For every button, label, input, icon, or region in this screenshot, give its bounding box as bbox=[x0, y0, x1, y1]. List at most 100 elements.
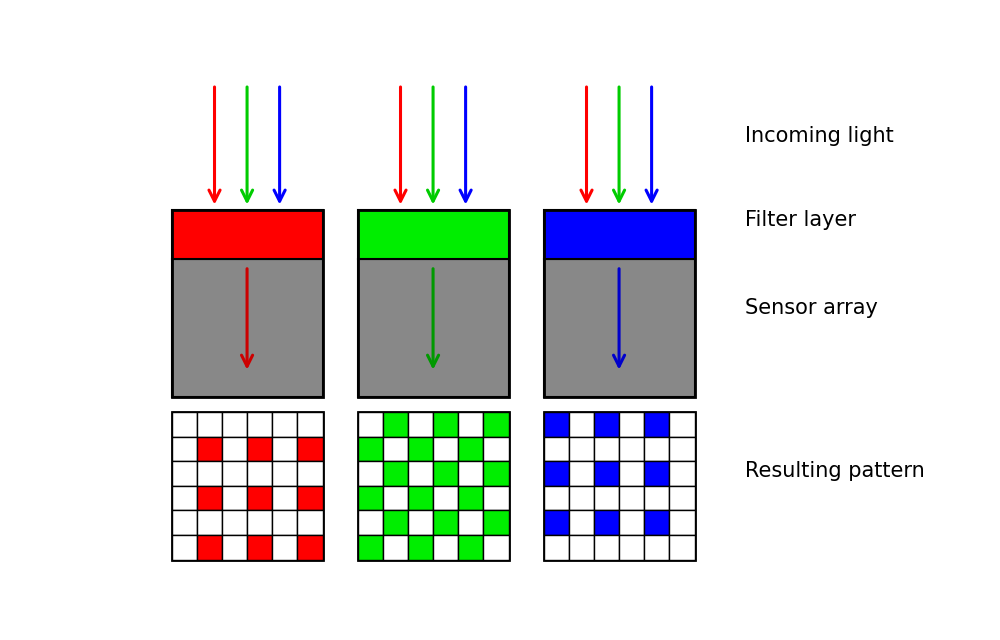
Bar bbox=[544, 436, 569, 461]
Bar bbox=[619, 486, 644, 511]
Bar bbox=[222, 412, 247, 436]
Bar bbox=[297, 461, 323, 486]
Bar bbox=[544, 259, 695, 397]
Bar bbox=[544, 461, 569, 486]
Bar bbox=[383, 511, 408, 535]
Bar bbox=[644, 461, 669, 486]
Bar bbox=[172, 511, 197, 535]
Bar bbox=[172, 210, 323, 259]
Bar bbox=[197, 412, 222, 436]
Bar bbox=[172, 412, 323, 560]
Bar bbox=[358, 486, 383, 511]
Bar bbox=[594, 535, 619, 560]
Bar bbox=[222, 461, 247, 486]
Bar bbox=[408, 412, 433, 436]
Bar bbox=[172, 436, 197, 461]
Bar bbox=[358, 436, 383, 461]
Bar bbox=[458, 412, 483, 436]
Bar bbox=[272, 461, 297, 486]
Bar bbox=[544, 210, 695, 259]
Bar bbox=[172, 210, 323, 397]
Bar bbox=[408, 486, 433, 511]
Bar bbox=[247, 461, 272, 486]
Bar bbox=[669, 461, 695, 486]
Bar bbox=[644, 511, 669, 535]
Bar bbox=[669, 535, 695, 560]
Bar bbox=[172, 412, 197, 436]
Bar bbox=[358, 511, 383, 535]
Bar bbox=[272, 535, 297, 560]
Bar bbox=[197, 486, 222, 511]
Bar bbox=[272, 412, 297, 436]
Bar bbox=[669, 486, 695, 511]
Bar bbox=[569, 511, 594, 535]
Bar bbox=[433, 511, 458, 535]
Bar bbox=[172, 461, 197, 486]
Bar bbox=[358, 210, 509, 397]
Bar bbox=[458, 486, 483, 511]
Bar bbox=[383, 412, 408, 436]
Bar bbox=[483, 436, 509, 461]
Bar bbox=[544, 210, 695, 397]
Bar bbox=[272, 436, 297, 461]
Bar bbox=[569, 486, 594, 511]
Text: Filter layer: Filter layer bbox=[745, 210, 856, 230]
Bar bbox=[297, 511, 323, 535]
Bar bbox=[644, 412, 669, 436]
Bar bbox=[272, 486, 297, 511]
Bar bbox=[383, 461, 408, 486]
Bar bbox=[247, 511, 272, 535]
Bar bbox=[669, 511, 695, 535]
Bar bbox=[358, 412, 509, 560]
Bar bbox=[544, 486, 569, 511]
Bar bbox=[222, 511, 247, 535]
Bar bbox=[544, 412, 695, 560]
Bar bbox=[247, 412, 272, 436]
Bar bbox=[458, 535, 483, 560]
Bar bbox=[297, 412, 323, 436]
Bar bbox=[619, 535, 644, 560]
Bar bbox=[594, 412, 619, 436]
Text: Sensor array: Sensor array bbox=[745, 298, 878, 319]
Bar bbox=[172, 535, 197, 560]
Bar bbox=[247, 436, 272, 461]
Bar bbox=[408, 535, 433, 560]
Bar bbox=[619, 461, 644, 486]
Bar bbox=[222, 486, 247, 511]
Bar bbox=[297, 436, 323, 461]
Bar bbox=[483, 461, 509, 486]
Bar bbox=[358, 210, 509, 259]
Bar bbox=[594, 486, 619, 511]
Bar bbox=[383, 486, 408, 511]
Bar bbox=[197, 535, 222, 560]
Bar bbox=[433, 436, 458, 461]
Bar bbox=[569, 461, 594, 486]
Bar bbox=[408, 511, 433, 535]
Bar bbox=[669, 436, 695, 461]
Bar bbox=[644, 486, 669, 511]
Bar bbox=[594, 461, 619, 486]
Bar bbox=[458, 436, 483, 461]
Bar bbox=[619, 412, 644, 436]
Bar bbox=[197, 511, 222, 535]
Text: Resulting pattern: Resulting pattern bbox=[745, 461, 925, 481]
Bar bbox=[433, 535, 458, 560]
Bar bbox=[433, 412, 458, 436]
Bar bbox=[358, 412, 383, 436]
Bar bbox=[594, 436, 619, 461]
Bar bbox=[483, 535, 509, 560]
Bar bbox=[383, 436, 408, 461]
Bar bbox=[358, 461, 383, 486]
Bar bbox=[383, 535, 408, 560]
Bar bbox=[247, 535, 272, 560]
Bar bbox=[197, 436, 222, 461]
Bar bbox=[458, 511, 483, 535]
Bar bbox=[619, 511, 644, 535]
Bar bbox=[669, 412, 695, 436]
Bar bbox=[172, 259, 323, 397]
Bar bbox=[358, 259, 509, 397]
Bar bbox=[569, 535, 594, 560]
Bar bbox=[222, 535, 247, 560]
Bar bbox=[197, 461, 222, 486]
Bar bbox=[483, 486, 509, 511]
